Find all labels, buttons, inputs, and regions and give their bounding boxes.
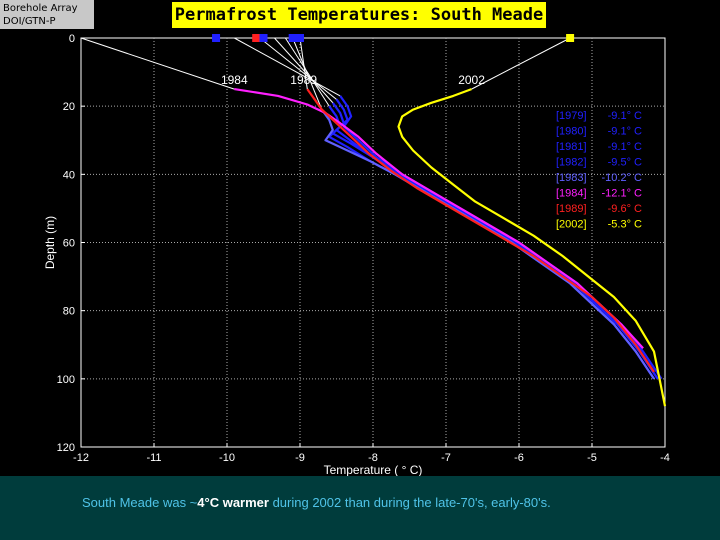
x-tick-label: -7	[441, 452, 451, 464]
legend-temp: -10.2° C	[602, 172, 643, 184]
x-tick-label: -12	[73, 452, 89, 464]
surface-leader-line	[284, 37, 330, 107]
y-tick-label: 20	[63, 101, 75, 113]
legend-year: [1983]	[556, 172, 587, 184]
legend-temp: -9.6° C	[608, 203, 642, 215]
summary-suffix: during 2002 than during the late-70's, e…	[268, 495, 551, 510]
badge-line-1: Borehole Array	[3, 3, 78, 14]
series-line	[234, 88, 644, 349]
chart-title: Permafrost Temperatures: South Meade	[172, 2, 546, 28]
legend-year: [2002]	[556, 219, 587, 231]
legend-temp: -9.1° C	[608, 141, 642, 153]
series-line	[306, 88, 655, 373]
y-tick-label: 40	[63, 169, 75, 181]
array-badge: Borehole Array DOI/GTN-P	[0, 0, 94, 29]
surface-leader-line	[299, 37, 308, 90]
x-tick-label: -5	[587, 452, 597, 464]
surface-marker	[259, 34, 268, 42]
year-annotation: 2002	[458, 73, 485, 87]
y-tick-label: 120	[57, 442, 75, 454]
summary-text: South Meade was ~4°C warmer during 2002 …	[82, 495, 551, 510]
y-tick-label: 100	[57, 374, 75, 386]
surface-leader-line	[274, 37, 334, 104]
surface-leader-line	[471, 37, 571, 90]
year-annotation: 1984	[221, 73, 248, 87]
y-tick-label: 0	[69, 33, 75, 45]
series-line	[397, 88, 667, 407]
surface-leader-line	[259, 37, 337, 100]
legend-year: [1984]	[556, 188, 587, 200]
surface-leader-line	[234, 37, 341, 97]
surface-marker	[212, 34, 221, 42]
surface-marker	[296, 34, 304, 42]
legend-temp: -9.1° C	[608, 126, 642, 138]
summary-emphasis: 4°C warmer	[197, 495, 269, 510]
legend-temp: -12.1° C	[602, 188, 643, 200]
legend-year: [1981]	[556, 141, 587, 153]
surface-marker	[252, 34, 261, 42]
y-tick-label: 80	[63, 306, 75, 318]
legend-temp: -5.3° C	[608, 219, 642, 231]
y-tick-label: 60	[63, 238, 75, 250]
x-axis-label: Temperature ( ° C)	[324, 463, 423, 476]
x-tick-label: -8	[368, 452, 378, 464]
year-annotation: 1989	[290, 73, 317, 87]
x-tick-label: -4	[660, 452, 670, 464]
summary-footer: South Meade was ~4°C warmer during 2002 …	[0, 476, 720, 540]
legend-year: [1982]	[556, 157, 587, 169]
surface-leader-line	[80, 37, 235, 90]
legend-temp: -9.5° C	[608, 157, 642, 169]
legend-year: [1989]	[556, 203, 587, 215]
surface-marker	[566, 34, 575, 42]
surface-marker	[288, 34, 297, 42]
summary-prefix: South Meade was ~	[82, 495, 198, 510]
legend-year: [1979]	[556, 110, 587, 122]
x-tick-label: -6	[514, 452, 524, 464]
y-axis-label: Depth (m)	[43, 216, 57, 269]
temperature-depth-chart: -12 -11 -10 -9 -8 -7 -6 -5 -4 0 20 40 60 80 100 120 Temp…	[43, 33, 670, 476]
x-tick-label: -11	[146, 452, 161, 464]
x-tick-label: -9	[295, 452, 305, 464]
x-tick-label: -10	[219, 452, 235, 464]
legend-temp: -9.1° C	[608, 110, 642, 122]
legend-year: [1980]	[556, 126, 587, 138]
badge-line-2: DOI/GTN-P	[3, 16, 56, 27]
surface-leader-line	[292, 37, 323, 110]
